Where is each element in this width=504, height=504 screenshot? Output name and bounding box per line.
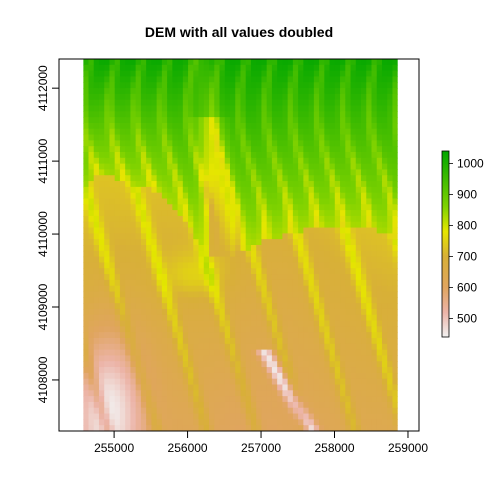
- legend-tick-label: 800: [457, 218, 477, 232]
- y-tick-label: 4109000: [36, 283, 50, 330]
- dem-raster: [83, 59, 398, 431]
- y-tick-label: 4108000: [36, 356, 50, 403]
- x-tick-label: 259000: [388, 441, 428, 455]
- x-tick-label: 257000: [241, 441, 281, 455]
- y-tick-label: 4111000: [36, 138, 50, 183]
- x-tick-label: 256000: [168, 441, 208, 455]
- legend-tick-label: 1000: [457, 156, 484, 170]
- legend-tick-label: 700: [457, 249, 477, 263]
- color-legend: 500 600 700 800 900 1000: [441, 150, 484, 338]
- y-tick-label: 4110000: [36, 211, 50, 257]
- legend-color-bar: [441, 150, 450, 338]
- x-tick-label: 255000: [94, 441, 134, 455]
- legend-tick-label: 500: [457, 311, 477, 325]
- y-axis: 4108000 4109000 4110000 4111000 4112000: [36, 65, 59, 403]
- legend-tick-label: 900: [457, 187, 477, 201]
- chart-title: DEM with all values doubled: [145, 24, 333, 40]
- y-tick-label: 4112000: [36, 65, 50, 111]
- x-axis: 255000 256000 257000 258000 259000: [94, 431, 428, 455]
- x-tick-label: 258000: [314, 441, 354, 455]
- legend-tick-label: 600: [457, 280, 477, 294]
- plot-frame: [58, 58, 420, 432]
